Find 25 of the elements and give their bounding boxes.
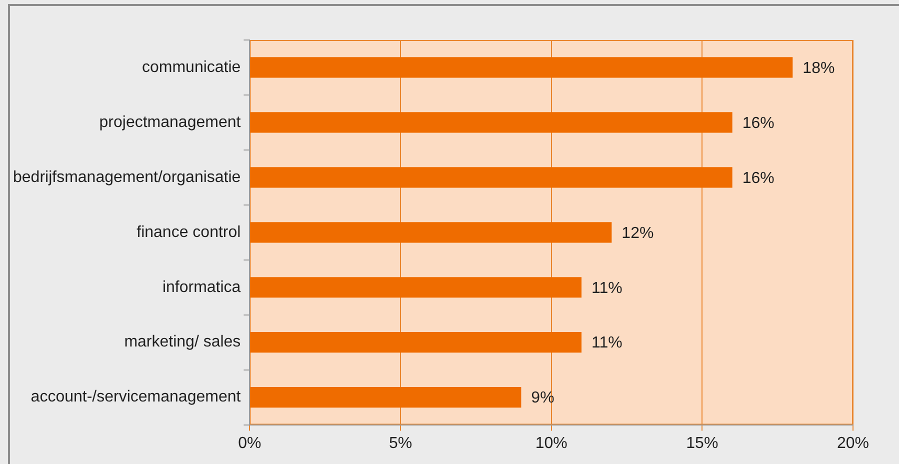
x-tick-label: 10% <box>535 434 568 452</box>
y-tick-label: bedrijfsmanagement/organisatie <box>13 168 241 186</box>
data-label: 18% <box>802 60 835 77</box>
bar <box>250 387 522 408</box>
x-tick-label: 0% <box>238 434 262 452</box>
bar <box>250 277 582 298</box>
bar <box>250 112 732 133</box>
y-tick-label: projectmanagement <box>99 114 242 131</box>
bar <box>250 57 793 78</box>
x-tick-label: 20% <box>836 434 870 452</box>
x-tick-label: 15% <box>686 434 718 452</box>
y-tick-label: informatica <box>162 278 241 296</box>
y-tick-label: communicatie <box>142 58 241 76</box>
bar <box>250 332 582 353</box>
data-label: 12% <box>622 224 654 242</box>
y-tick-label: account-/servicemanagement <box>30 388 242 406</box>
x-tick-label: 5% <box>388 434 412 452</box>
data-label: 11% <box>592 280 622 297</box>
y-tick-label: marketing/ sales <box>124 334 241 351</box>
bar <box>250 167 732 188</box>
data-label: 11% <box>592 334 622 352</box>
data-label: 16% <box>742 170 774 187</box>
bar <box>250 222 612 243</box>
y-tick-label: finance control <box>136 224 241 241</box>
data-label: 16% <box>742 114 774 132</box>
